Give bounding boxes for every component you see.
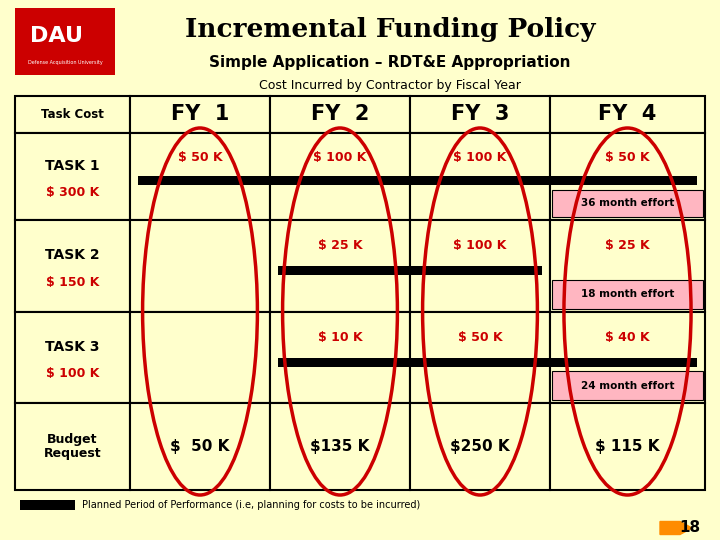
Text: Task Cost: Task Cost (41, 108, 104, 121)
Bar (15, 220, 130, 312)
Bar (270, 312, 410, 403)
Bar (410, 133, 550, 220)
Text: Defense Acquisition University: Defense Acquisition University (27, 60, 102, 65)
Bar (550, 133, 705, 220)
Bar (410, 220, 550, 312)
Bar (130, 133, 270, 220)
Text: $ 100 K: $ 100 K (46, 367, 99, 380)
Bar (410, 312, 550, 403)
Text: Simple Application – RDT&E Appropriation: Simple Application – RDT&E Appropriation (210, 55, 571, 70)
Bar (15, 133, 130, 220)
Text: $  50 K: $ 50 K (171, 439, 230, 454)
Text: $ 50 K: $ 50 K (606, 151, 650, 164)
Text: $ 40 K: $ 40 K (606, 331, 650, 344)
Text: Incremental Funding Policy: Incremental Funding Policy (185, 17, 595, 43)
Bar (278, 357, 697, 367)
Text: $ 300 K: $ 300 K (46, 186, 99, 199)
Bar (410, 96, 550, 133)
Text: DAU: DAU (30, 26, 84, 46)
Text: 18 month effort: 18 month effort (581, 289, 674, 299)
Text: $250 K: $250 K (450, 439, 510, 454)
Text: $ 10 K: $ 10 K (318, 331, 362, 344)
Bar (270, 403, 410, 490)
Text: $ 150 K: $ 150 K (46, 276, 99, 289)
Text: $ 100 K: $ 100 K (454, 151, 507, 164)
Bar (410, 403, 550, 490)
Text: $ 50 K: $ 50 K (178, 151, 222, 164)
FancyArrow shape (660, 522, 692, 535)
Text: FY  1: FY 1 (171, 105, 229, 125)
Bar (278, 266, 542, 275)
Text: TASK 2: TASK 2 (45, 248, 100, 262)
Text: Planned Period of Performance (i.e, planning for costs to be incurred): Planned Period of Performance (i.e, plan… (82, 500, 420, 510)
FancyBboxPatch shape (15, 8, 115, 75)
Bar (550, 96, 705, 133)
Bar (15, 403, 130, 490)
Text: Cost Incurred by Contractor by Fiscal Year: Cost Incurred by Contractor by Fiscal Ye… (259, 78, 521, 91)
Text: TASK 1: TASK 1 (45, 159, 100, 173)
Bar (270, 220, 410, 312)
Bar (550, 312, 705, 403)
Bar (552, 371, 703, 400)
Bar (130, 96, 270, 133)
Bar (130, 220, 270, 312)
Text: $135 K: $135 K (310, 439, 369, 454)
Bar (15, 96, 130, 133)
Text: $ 25 K: $ 25 K (318, 239, 362, 252)
Text: TASK 3: TASK 3 (45, 340, 100, 354)
Bar (138, 177, 697, 185)
Text: FY  4: FY 4 (598, 105, 657, 125)
Text: $ 100 K: $ 100 K (313, 151, 366, 164)
Bar (20, 500, 75, 510)
Bar (552, 190, 703, 217)
Text: FY  2: FY 2 (311, 105, 369, 125)
Bar (130, 312, 270, 403)
Bar (550, 220, 705, 312)
Bar (130, 403, 270, 490)
Text: Budget
Request: Budget Request (44, 433, 102, 461)
Bar (270, 133, 410, 220)
Text: 24 month effort: 24 month effort (581, 381, 674, 390)
Bar (550, 403, 705, 490)
Bar (552, 280, 703, 309)
Bar (15, 312, 130, 403)
Text: $ 25 K: $ 25 K (606, 239, 650, 252)
Text: $ 50 K: $ 50 K (458, 331, 503, 344)
Bar (270, 96, 410, 133)
Text: FY  3: FY 3 (451, 105, 509, 125)
Text: 36 month effort: 36 month effort (581, 198, 674, 208)
Text: $ 115 K: $ 115 K (595, 439, 660, 454)
Text: $ 100 K: $ 100 K (454, 239, 507, 252)
Text: 18: 18 (679, 521, 700, 536)
